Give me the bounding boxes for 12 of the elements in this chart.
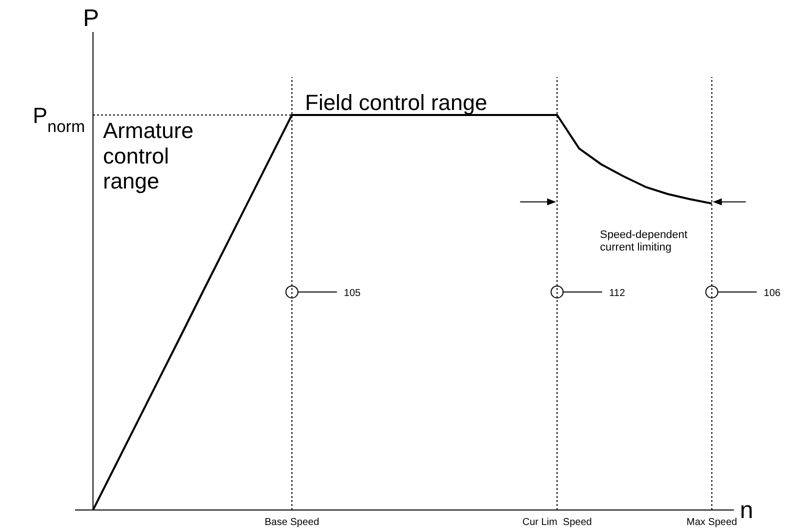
annotation: 105 — [344, 288, 362, 299]
x-tick-label: Max Speed — [686, 517, 738, 528]
x-tick-label: Cur Lim Speed — [522, 517, 592, 528]
annotation: Armature control range — [103, 118, 194, 194]
annotation: 112 — [609, 288, 626, 299]
y-axis-title: P — [82, 5, 100, 32]
text: 106 — [764, 288, 781, 299]
ref-line-label: P$_{norm}$ — [32, 103, 85, 136]
x-axis-title: n — [740, 497, 754, 524]
annotation: Speed-dependent current limiting — [600, 229, 688, 254]
x-tick-label: Base Speed — [264, 517, 320, 528]
annotation: Field control range — [305, 90, 488, 115]
